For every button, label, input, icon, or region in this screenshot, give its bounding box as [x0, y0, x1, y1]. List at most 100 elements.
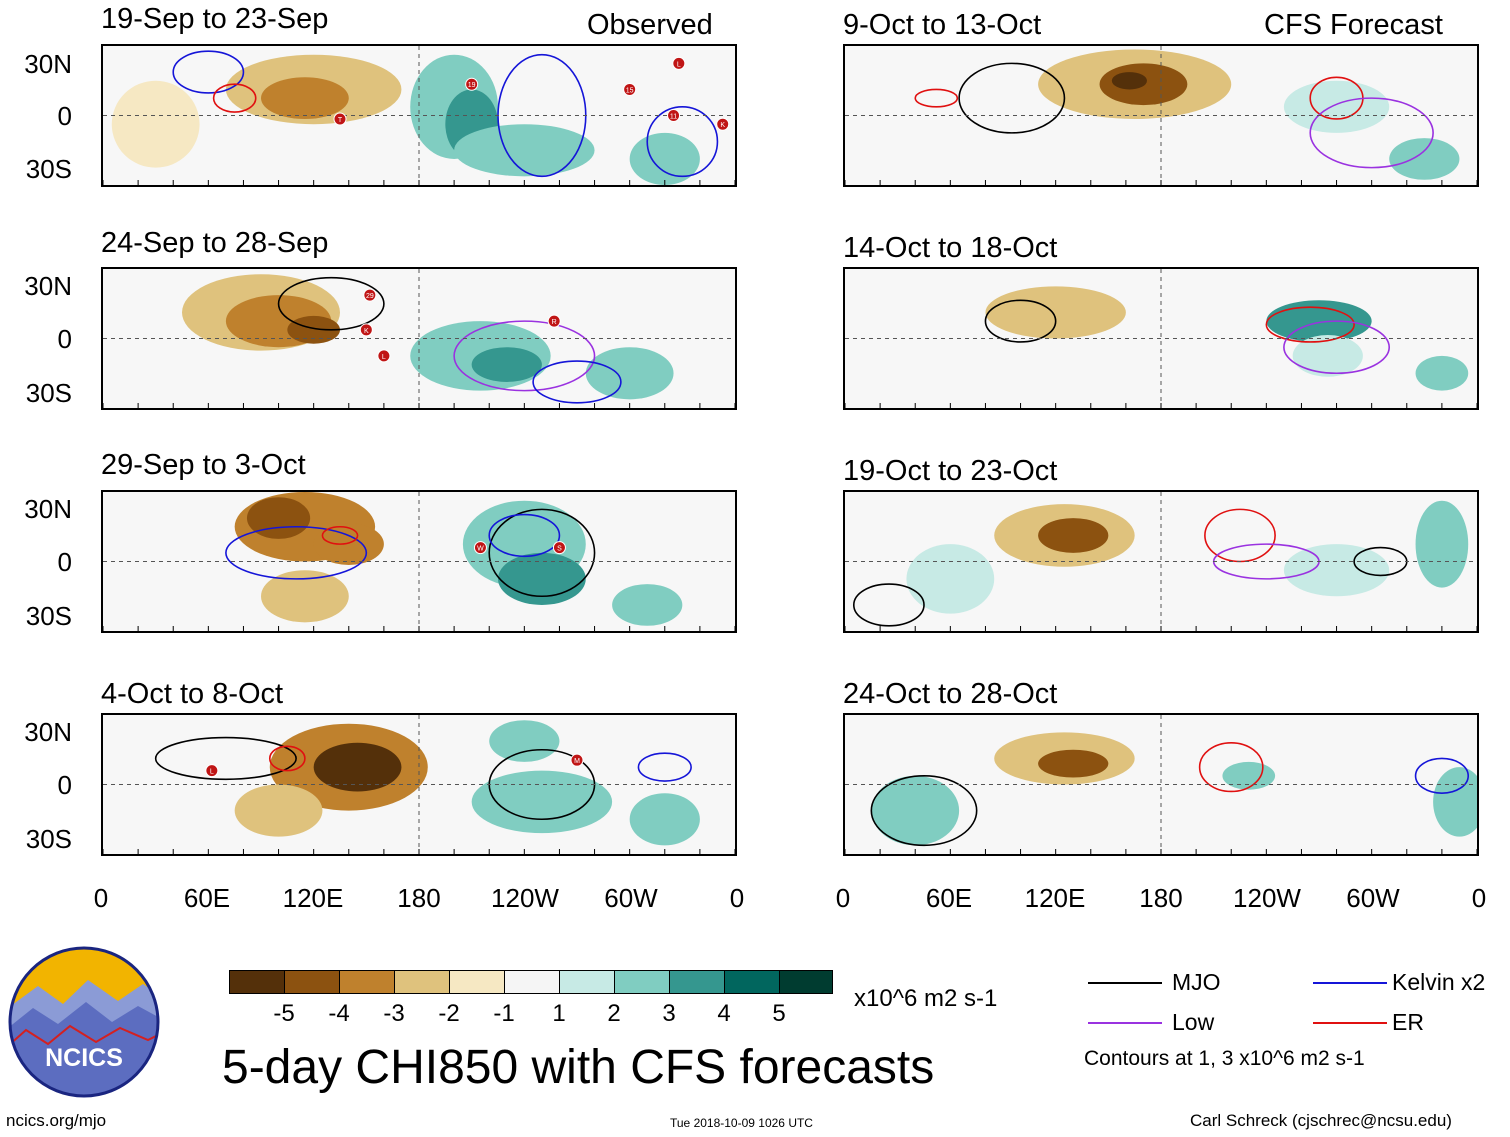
storm-marker: R — [547, 314, 561, 328]
colorbar-swatch — [779, 970, 833, 994]
lon-tick-label: 60W — [604, 883, 658, 913]
storm-marker: K — [359, 323, 373, 337]
lat-tick-label: 0 — [57, 547, 72, 577]
storm-marker-label: 29 — [366, 293, 374, 300]
colorbar-swatch — [339, 970, 395, 994]
panel-title: 19-Sep to 23-Sep — [101, 3, 329, 35]
wave-contour — [154, 736, 297, 781]
anomaly-area — [1222, 761, 1276, 790]
wave-contour — [225, 525, 368, 580]
cfs-forecast-label: CFS Forecast — [1264, 9, 1443, 41]
storm-marker-label: 11 — [670, 114, 677, 121]
lat-tick-label: 30S — [25, 378, 72, 408]
colorbar-swatch — [394, 970, 450, 994]
units-label: x10^6 m2 s-1 — [854, 985, 998, 1012]
storm-marker: K — [716, 117, 730, 131]
storm-marker: S — [552, 541, 566, 555]
anomaly-area — [985, 286, 1126, 339]
anomaly-area — [1415, 355, 1469, 391]
storm-marker: 19 — [465, 77, 479, 91]
panel-title: 9-Oct to 13-Oct — [843, 9, 1042, 41]
colorbar-swatch — [284, 970, 340, 994]
anomaly-area — [871, 775, 960, 846]
panel-title: 14-Oct to 18-Oct — [843, 232, 1058, 264]
anomaly-area — [1266, 300, 1372, 342]
map-panel: 29 K L R — [101, 267, 737, 410]
colorbar-swatch — [449, 970, 505, 994]
map-layer: 19 T 15 L 11 K — [103, 46, 735, 185]
anomaly-area — [498, 552, 586, 605]
wave-contour — [870, 775, 978, 847]
lat-tick-label: 30N — [24, 49, 72, 79]
colorbar-swatch — [669, 970, 725, 994]
colorbar-tick-label: -5 — [273, 1000, 295, 1027]
wave-contour — [852, 583, 925, 627]
legend-line-low — [1088, 1022, 1162, 1024]
colorbar-tick-label: -4 — [328, 1000, 350, 1027]
wave-contour — [1204, 508, 1276, 563]
footer-url[interactable]: ncics.org/mjo — [6, 1111, 107, 1130]
anomaly-area — [234, 784, 323, 837]
storm-marker: 15 — [623, 82, 637, 96]
legend-label-low: Low — [1172, 1009, 1215, 1035]
wave-contour — [488, 508, 596, 598]
storm-marker: 11 — [667, 109, 681, 122]
lat-tick-label: 0 — [57, 770, 72, 800]
lon-tick-label: 180 — [1139, 883, 1183, 913]
contour-note: Contours at 1, 3 x10^6 m2 s-1 — [1084, 1047, 1365, 1070]
colorbar-swatch — [229, 970, 285, 994]
lon-tick-label: 180 — [397, 883, 441, 913]
storm-marker-label: 19 — [468, 82, 476, 89]
lon-tick-label: 0 — [93, 883, 109, 913]
storm-marker-label: K — [720, 122, 725, 129]
map-panel — [843, 713, 1479, 856]
storm-marker-label: R — [552, 319, 557, 326]
wave-contour — [984, 299, 1057, 343]
anomaly-area — [612, 584, 683, 626]
lat-tick-label: 30N — [24, 494, 72, 524]
colorbar-tick-label: 2 — [607, 1000, 621, 1027]
lon-tick-label: 0 — [835, 883, 851, 913]
anomaly-area — [454, 124, 595, 177]
anomaly-area — [246, 497, 311, 539]
lat-tick-label: 30N — [24, 717, 72, 747]
colorbar-tick-label: 4 — [717, 1000, 731, 1027]
lat-tick-label: 0 — [57, 101, 72, 131]
wave-contour — [1309, 97, 1434, 169]
legend-line-kelvin — [1313, 982, 1387, 984]
wave-contour — [277, 276, 385, 331]
legend-line-mjo — [1088, 982, 1162, 984]
wave-contour — [172, 50, 245, 94]
lon-tick-label: 0 — [1471, 883, 1487, 913]
legend-line-er — [1313, 1022, 1387, 1024]
colorbar-swatch — [614, 970, 670, 994]
wave-contour — [532, 360, 622, 404]
anomaly-area — [906, 544, 995, 614]
lon-tick-label: 60E — [183, 883, 231, 913]
logo-text: NCICS — [45, 1044, 123, 1072]
anomaly-area — [261, 570, 349, 623]
storm-marker: T — [333, 112, 347, 126]
ncics-logo-icon — [8, 946, 160, 1098]
colorbar-tick-label: 3 — [662, 1000, 676, 1027]
footer-author[interactable]: Carl Schreck (cjschrec@ncsu.edu) — [1190, 1111, 1452, 1130]
panel-title: 29-Sep to 3-Oct — [101, 449, 306, 481]
storm-marker: L — [205, 764, 219, 778]
map-layer — [845, 492, 1477, 631]
wave-contour — [268, 745, 306, 772]
storm-marker: M — [570, 753, 584, 767]
anomaly-area — [287, 315, 340, 344]
storm-marker-label: W — [477, 546, 484, 553]
storm-marker-label: L — [382, 354, 386, 361]
storm-marker-label: L — [210, 769, 214, 776]
anomaly-area — [471, 770, 613, 834]
lon-tick-label: 120W — [1233, 883, 1301, 913]
lat-tick-label: 30N — [24, 271, 72, 301]
lon-tick-label: 60W — [1346, 883, 1400, 913]
anomaly-area — [1415, 500, 1469, 588]
colorbar-swatch — [559, 970, 615, 994]
map-panel — [843, 490, 1479, 633]
map-layer: 29 K L R — [103, 269, 735, 408]
